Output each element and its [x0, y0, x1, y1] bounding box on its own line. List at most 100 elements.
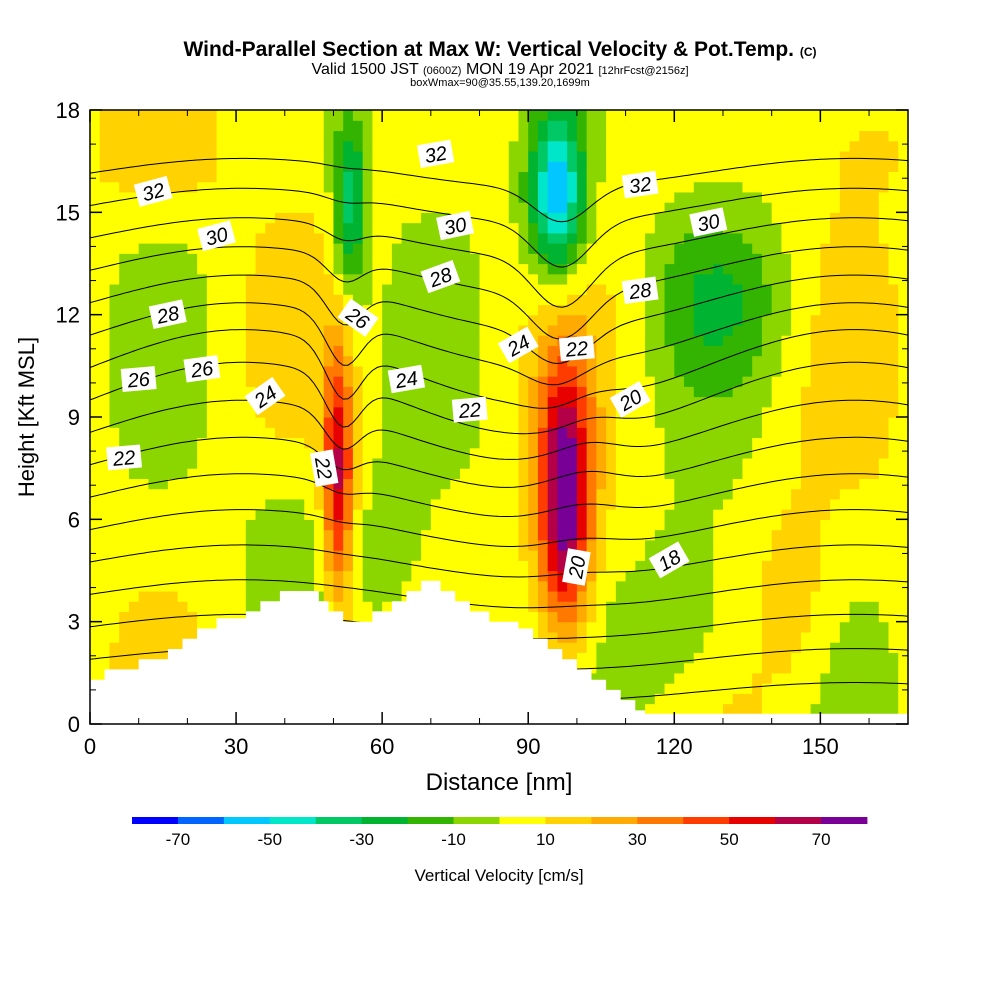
velocity-cell: [839, 253, 851, 265]
velocity-cell: [537, 386, 549, 398]
velocity-cell: [323, 294, 335, 306]
velocity-cell: [430, 570, 442, 582]
velocity-cell: [664, 478, 675, 490]
velocity-cell: [528, 437, 539, 449]
velocity-cell: [128, 283, 140, 295]
velocity-cell: [508, 601, 520, 613]
velocity-cell: [255, 355, 266, 367]
velocity-cell: [820, 652, 831, 664]
velocity-cell: [333, 181, 344, 193]
velocity-cell: [119, 273, 130, 285]
velocity-cell: [362, 417, 374, 428]
velocity-cell: [664, 345, 675, 357]
velocity-cell: [606, 263, 617, 275]
velocity-cell: [197, 468, 208, 479]
velocity-cell: [830, 161, 841, 172]
velocity-cell: [635, 304, 646, 316]
velocity-cell: [732, 601, 744, 613]
velocity-cell: [722, 662, 734, 674]
velocity-cell: [703, 314, 714, 326]
velocity-cell: [245, 457, 257, 469]
velocity-cell: [401, 345, 412, 357]
velocity-cell: [625, 222, 636, 234]
velocity-cell: [703, 519, 714, 531]
velocity-cell: [625, 130, 636, 142]
velocity-cell: [752, 386, 763, 398]
velocity-cell: [810, 386, 821, 398]
velocity-cell: [382, 283, 393, 295]
velocity-cell: [382, 294, 393, 306]
velocity-cell: [294, 580, 305, 592]
velocity-cell: [508, 478, 520, 490]
velocity-cell: [411, 253, 422, 265]
velocity-cell: [313, 314, 325, 326]
velocity-cell: [567, 130, 578, 142]
velocity-cell: [693, 550, 705, 561]
velocity-cell: [839, 437, 851, 449]
velocity-cell: [722, 355, 734, 367]
velocity-cell: [99, 273, 111, 285]
velocity-cell: [128, 191, 140, 203]
velocity-cell: [869, 181, 880, 193]
velocity-cell: [820, 181, 831, 193]
velocity-cell: [109, 539, 120, 551]
velocity-cell: [567, 437, 578, 449]
velocity-cell: [625, 580, 636, 592]
velocity-cell: [547, 181, 559, 193]
velocity-cell: [557, 263, 568, 275]
velocity-cell: [722, 642, 734, 653]
velocity-cell: [742, 110, 753, 121]
velocity-cell: [674, 294, 685, 306]
velocity-cell: [167, 580, 179, 592]
velocity-cell: [596, 222, 607, 234]
velocity-cell: [479, 468, 490, 479]
velocity-cell: [781, 294, 792, 306]
velocity-cell: [352, 406, 364, 418]
velocity-cell: [265, 120, 276, 132]
velocity-cell: [187, 212, 198, 224]
velocity-cell: [742, 386, 753, 398]
velocity-cell: [245, 345, 257, 357]
velocity-cell: [713, 386, 724, 398]
velocity-cell: [771, 232, 783, 244]
velocity-cell: [635, 560, 646, 572]
velocity-cell: [635, 130, 646, 142]
velocity-cell: [430, 560, 442, 572]
velocity-cell: [206, 324, 218, 336]
velocity-cell: [674, 396, 685, 408]
velocity-cell: [635, 355, 646, 367]
velocity-cell: [576, 611, 588, 623]
velocity-cell: [674, 161, 685, 172]
velocity-cell: [878, 631, 890, 643]
velocity-cell: [518, 417, 529, 428]
velocity-cell: [606, 539, 617, 551]
velocity-cell: [216, 283, 227, 295]
velocity-cell: [343, 355, 354, 367]
velocity-cell: [771, 243, 783, 254]
velocity-cell: [450, 171, 461, 183]
velocity-cell: [90, 447, 101, 459]
velocity-cell: [810, 519, 821, 531]
velocity-cell: [236, 488, 247, 500]
velocity-cell: [128, 263, 140, 275]
velocity-cell: [197, 437, 208, 449]
velocity-cell: [859, 335, 870, 346]
velocity-cell: [167, 570, 179, 582]
velocity-cell: [732, 611, 744, 623]
velocity-cell: [430, 191, 442, 203]
velocity-cell: [693, 110, 705, 121]
velocity-cell: [187, 232, 198, 244]
velocity-cell: [576, 202, 588, 213]
velocity-cell: [606, 570, 617, 582]
velocity-cell: [255, 140, 266, 152]
velocity-cell: [90, 376, 101, 387]
velocity-cell: [771, 171, 783, 183]
velocity-cell: [187, 406, 198, 418]
velocity-cell: [645, 376, 656, 387]
velocity-cell: [596, 294, 607, 306]
velocity-cell: [596, 130, 607, 142]
velocity-cell: [557, 488, 568, 500]
velocity-cell: [284, 396, 296, 408]
velocity-cell: [781, 621, 792, 633]
velocity-cell: [304, 263, 315, 275]
